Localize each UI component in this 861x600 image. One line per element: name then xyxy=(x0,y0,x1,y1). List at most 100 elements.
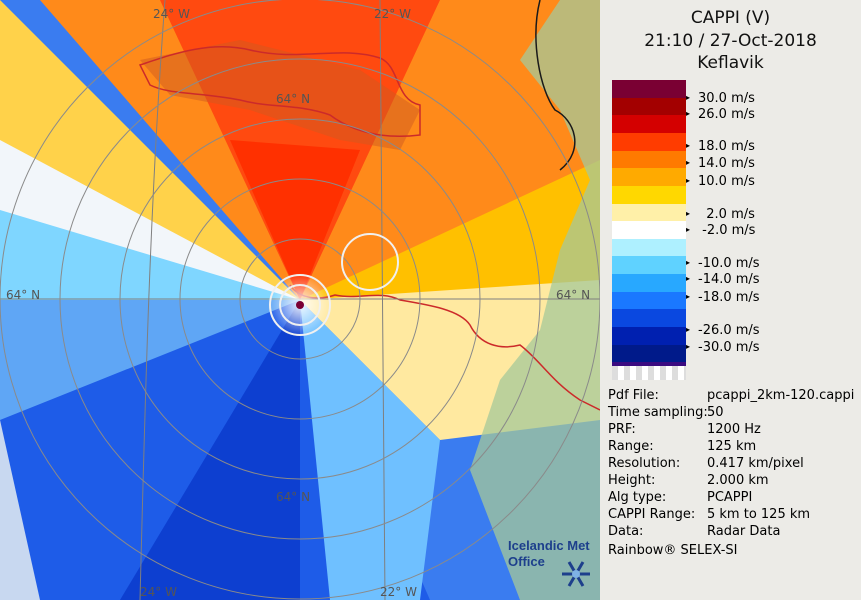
longitude-line-24w xyxy=(139,0,166,600)
info-value: 2.000 km xyxy=(707,473,769,488)
info-key: CAPPI Range: xyxy=(608,507,696,522)
scale-label: -30.0 m/s xyxy=(698,340,760,355)
scale-tick-marker: ▸ xyxy=(686,209,691,218)
scale-tick-marker: ▸ xyxy=(686,292,691,301)
scale-band xyxy=(612,344,686,363)
scale-band xyxy=(612,203,686,222)
land-reykjanes xyxy=(470,0,600,600)
imo-logo: Icelandic Met Office xyxy=(508,536,598,596)
range-ring-100km xyxy=(59,58,541,540)
scale-label: 26.0 m/s xyxy=(698,107,755,122)
grid-label-64n-left: 64° N xyxy=(6,288,41,302)
velocity-strong-inbound xyxy=(120,300,300,600)
scale-band xyxy=(612,256,686,275)
velocity-outbound-nw xyxy=(0,0,300,300)
station-title: Keflavik xyxy=(697,53,764,73)
scale-label: 10.0 m/s xyxy=(698,174,755,189)
grid-label-22w-bottom: 22° W xyxy=(380,585,417,599)
scale-tick-marker: ▸ xyxy=(686,176,691,185)
scale-tick-marker: ▸ xyxy=(686,325,691,334)
info-key: Data: xyxy=(608,524,644,539)
scale-band xyxy=(612,185,686,205)
info-value: 125 km xyxy=(707,439,757,454)
scale-label: -14.0 m/s xyxy=(698,272,760,287)
info-value: 1200 Hz xyxy=(707,422,761,437)
info-value: 0.417 km/pixel xyxy=(707,456,804,471)
outer-range xyxy=(0,420,40,600)
footer-credit: Rainbow® SELEX-SI xyxy=(608,543,738,558)
scale-label: -10.0 m/s xyxy=(698,256,760,271)
range-rings xyxy=(0,0,600,600)
coastline-north xyxy=(138,46,421,138)
snowflake-icon xyxy=(562,561,590,587)
scale-band xyxy=(612,132,686,152)
scale-label: 14.0 m/s xyxy=(698,156,755,171)
range-ring-75km xyxy=(119,118,481,480)
velocity-max-outbound xyxy=(230,140,360,300)
velocity-light-inbound xyxy=(0,290,300,420)
datetime-title: 21:10 / 27-Oct-2018 xyxy=(644,31,817,51)
scale-band xyxy=(612,150,686,169)
grid-label-24w-bottom: 24° W xyxy=(140,585,177,599)
scale-band xyxy=(612,80,686,99)
info-key: Alg type: xyxy=(608,490,667,505)
scale-band xyxy=(612,97,686,116)
range-ring-50km xyxy=(179,178,421,420)
scale-tick-marker: ▸ xyxy=(686,342,691,351)
scale-label: -2.0 m/s xyxy=(698,223,756,238)
clutter-ring-inner xyxy=(279,284,321,326)
grid-label-64n-ring-bottom: 64° N xyxy=(276,490,311,504)
scale-band xyxy=(612,115,686,134)
longitude-line-22w xyxy=(379,0,386,600)
info-value: 5 km to 125 km xyxy=(707,507,811,522)
clutter-ring-ne xyxy=(341,233,399,291)
coastline-east xyxy=(535,0,576,171)
scale-label: 2.0 m/s xyxy=(698,207,755,222)
velocity-weak-inbound-s xyxy=(300,300,440,600)
info-value: PCAPPI xyxy=(707,490,753,505)
product-title: CAPPI (V) xyxy=(690,8,771,28)
clutter-ring-mid xyxy=(269,274,331,336)
scale-band xyxy=(612,168,686,187)
info-key: Height: xyxy=(608,473,656,488)
logo-line1: Icelandic Met xyxy=(508,538,590,553)
scale-tick-marker: ▸ xyxy=(686,274,691,283)
scale-band xyxy=(612,221,686,240)
scale-band xyxy=(612,327,686,346)
velocity-color-scale xyxy=(612,80,686,381)
scale-label: -18.0 m/s xyxy=(698,290,760,305)
radar-image xyxy=(0,0,600,600)
info-value: pcappi_2km-120.cappi xyxy=(707,388,855,403)
scale-tick-marker: ▸ xyxy=(686,158,691,167)
scale-label: -26.0 m/s xyxy=(698,323,760,338)
scale-label: 18.0 m/s xyxy=(698,139,755,154)
scale-tick-marker: ▸ xyxy=(686,93,691,102)
scale-tick-marker: ▸ xyxy=(686,258,691,267)
scale-band xyxy=(612,274,686,293)
coastline-reykjanes xyxy=(289,284,600,411)
scale-tick-marker: ▸ xyxy=(686,141,691,150)
grid-label-24w-top: 24° W xyxy=(153,7,190,21)
logo-line2: Office xyxy=(508,554,545,569)
land-snaefellsnes xyxy=(140,40,420,150)
scale-label: 30.0 m/s xyxy=(698,91,755,106)
info-key: PRF: xyxy=(608,422,636,437)
radar-map: 24° W 22° W 64° N 64° N 64° N 24° W 22° … xyxy=(0,0,600,600)
range-ring-25km xyxy=(239,238,361,360)
grid-label-64n-ring-top: 64° N xyxy=(276,92,311,106)
radar-site xyxy=(296,301,304,309)
scale-nodata xyxy=(612,366,686,380)
scale-band xyxy=(612,291,686,310)
info-key: Time sampling: xyxy=(608,405,708,420)
info-value: 50 xyxy=(707,405,724,420)
info-value: Radar Data xyxy=(707,524,781,539)
info-key: Resolution: xyxy=(608,456,681,471)
scale-tick-marker: ▸ xyxy=(686,225,691,234)
grid-label-64n-right: 64° N xyxy=(556,288,591,302)
info-key: Range: xyxy=(608,439,654,454)
scale-band xyxy=(612,309,686,328)
info-key: Pdf File: xyxy=(608,388,659,403)
grid-label-22w-top: 22° W xyxy=(374,7,411,21)
range-ring-125km xyxy=(0,0,600,600)
scale-band xyxy=(612,238,686,257)
